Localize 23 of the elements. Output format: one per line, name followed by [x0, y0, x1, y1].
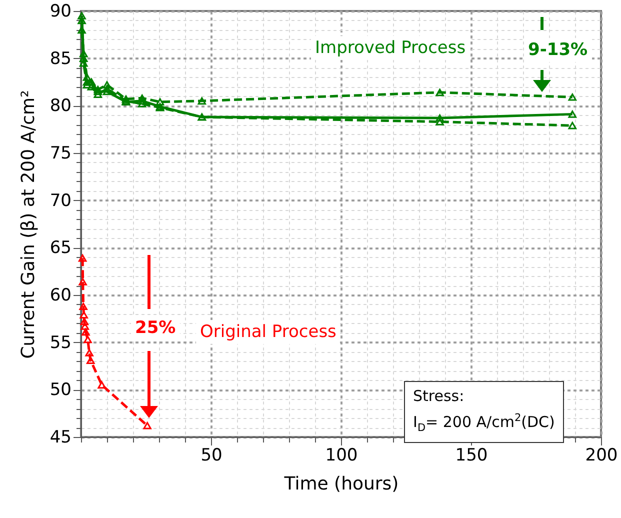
annotation: I$_{D}$= 200 A/cm$^{2}$(DC)	[413, 411, 555, 436]
x-axis-title: Time (hours)	[283, 474, 399, 494]
x-tick-label: 50	[200, 446, 222, 466]
x-tick-label: 150	[455, 446, 488, 466]
y-tick-label: 85	[50, 48, 72, 69]
x-tick-label: 100	[325, 446, 358, 466]
annotation: Original Process	[196, 320, 340, 344]
x-tick-label: 200	[585, 446, 618, 466]
y-tick-label: 55	[50, 332, 72, 353]
y-tick-label: 45	[50, 428, 72, 448]
y-tick-label: 80	[50, 96, 72, 116]
y-tick-label: 50	[50, 380, 72, 400]
annotation: 9-13%	[524, 38, 592, 62]
y-axis-title: Current Gain (β) at 200 A/cm²	[18, 90, 39, 359]
y-tick-label: 60	[50, 286, 72, 306]
annotation: Stress:	[413, 386, 466, 407]
text-box: Stress: I$_{D}$= 200 A/cm$^{2}$(DC)	[404, 381, 564, 443]
y-tick-label: 70	[50, 190, 72, 211]
y-tick-label: 65	[50, 238, 72, 258]
annotation: 25%	[131, 316, 180, 340]
y-tick-label: 90	[50, 2, 72, 22]
annotation: Improved Process	[311, 36, 470, 60]
y-tick-label: 75	[50, 144, 72, 164]
